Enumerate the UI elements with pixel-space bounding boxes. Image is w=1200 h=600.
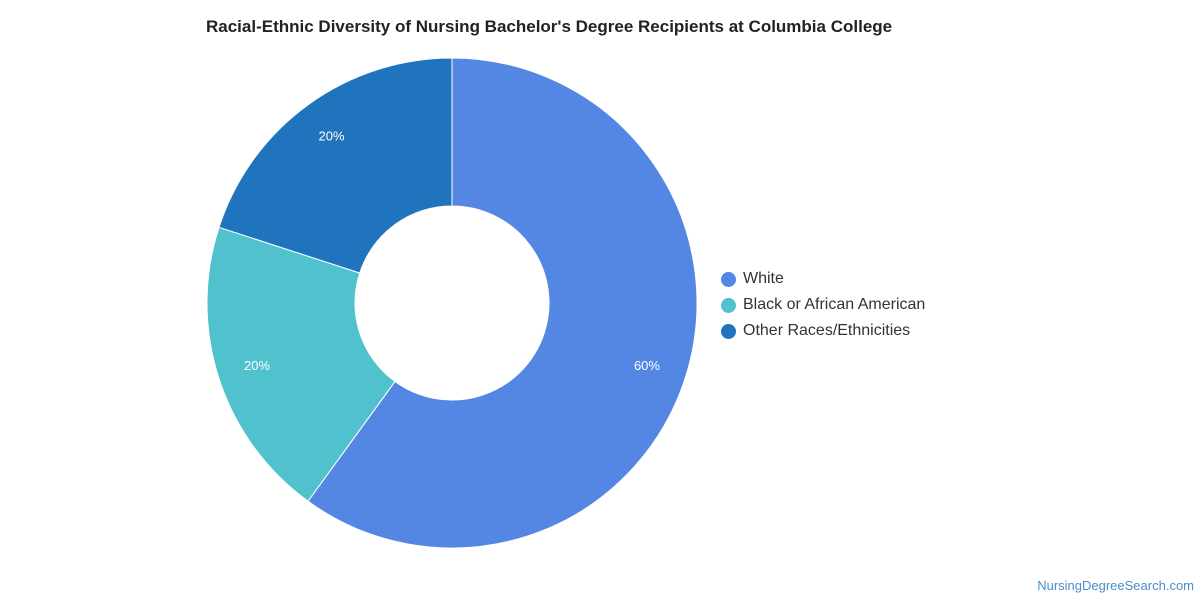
data-label-black-or-african-american: 20% [244, 358, 270, 373]
legend-swatch-black-or-african-american [721, 297, 736, 313]
data-label-other-races: 20% [318, 129, 344, 144]
legend-label-black-or-african-american: Black or African American [743, 296, 926, 313]
slice-white[interactable] [307, 57, 698, 549]
legend-item-white[interactable]: White [721, 266, 925, 292]
legend-item-other-races[interactable]: Other Races/Ethnicities [721, 318, 925, 344]
legend-swatch-white [721, 271, 736, 287]
source-credit[interactable]: NursingDegreeSearch.com [1037, 578, 1194, 593]
legend-item-black-or-african-american[interactable]: Black or African American [721, 292, 925, 318]
legend-label-other-races: Other Races/Ethnicities [743, 322, 911, 339]
data-label-white: 60% [634, 358, 660, 373]
legend-label-white: White [743, 270, 784, 287]
slice-other-races[interactable] [218, 57, 453, 274]
chart-legend: White Black or African American Other Ra… [721, 266, 925, 344]
slice-black-or-african-american[interactable] [206, 226, 396, 502]
chart-title: Racial-Ethnic Diversity of Nursing Bache… [206, 17, 893, 36]
legend-swatch-other-races [721, 323, 736, 339]
slice-labels: 60% 20% 20% [244, 129, 660, 373]
donut-slices [206, 57, 698, 549]
